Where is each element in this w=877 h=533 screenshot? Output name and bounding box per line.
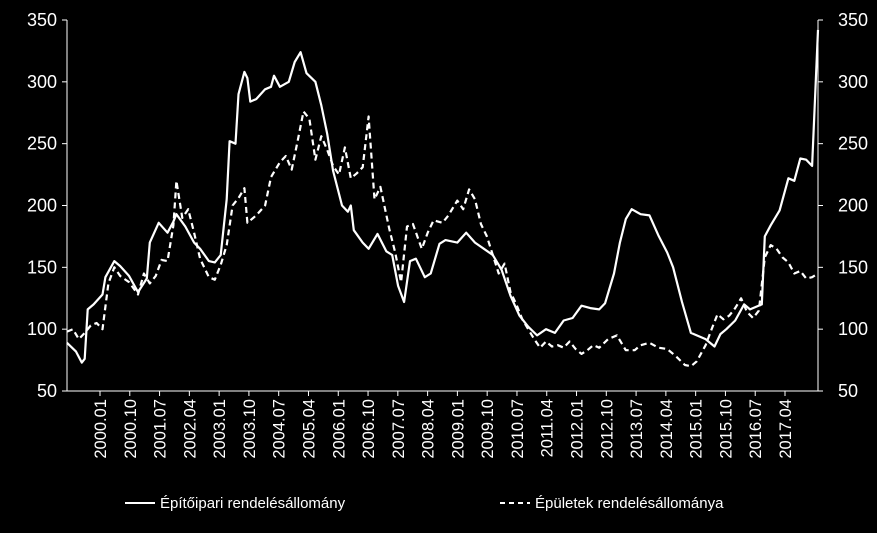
- series-layer: [66, 29, 820, 368]
- y-tick-label-right: 300: [838, 72, 868, 92]
- x-tick-label: 2009.10: [479, 399, 497, 459]
- x-tick-label: 2016.07: [747, 399, 765, 459]
- y-tick-label-right: 200: [838, 196, 868, 216]
- y-tick-label-right: 250: [838, 134, 868, 154]
- x-tick-label: 2000.01: [92, 399, 110, 459]
- x-tick-label: 2003.01: [211, 399, 229, 459]
- y-tick-label-right: 350: [838, 10, 868, 30]
- legend: Építőipari rendelésállomány Épületek ren…: [125, 495, 724, 512]
- y-axis-left-ticks: 50 100 150 200 250 300 350: [27, 10, 67, 401]
- y-tick-label-right: 50: [838, 381, 858, 401]
- legend-label-solid: Építőipari rendelésállomány: [160, 495, 346, 512]
- y-tick-label-right: 100: [838, 319, 868, 339]
- y-tick-label-left: 50: [37, 381, 57, 401]
- y-tick-label-left: 350: [27, 10, 57, 30]
- x-tick-label: 2001.07: [152, 399, 170, 459]
- x-tick-label: 2011.04: [539, 399, 557, 457]
- x-tick-label: 2014.04: [658, 399, 676, 459]
- y-tick-label-left: 150: [27, 257, 57, 277]
- y-tick-label-left: 250: [27, 134, 57, 154]
- y-tick-label-left: 100: [27, 319, 57, 339]
- x-tick-label: 2007.07: [390, 399, 408, 459]
- y-tick-label-right: 150: [838, 257, 868, 277]
- y-tick-label-left: 300: [27, 72, 57, 92]
- x-tick-label: 2013.07: [628, 399, 646, 459]
- x-tick-label: 2006.10: [360, 399, 378, 459]
- x-tick-label: 2017.04: [777, 399, 795, 459]
- x-tick-label: 2015.01: [688, 399, 706, 459]
- x-tick-label: 2015.10: [717, 399, 735, 459]
- series-line-solid: [66, 29, 820, 364]
- x-axis-ticks: 2000.01 2000.10 2001.07 2002.04 2003.01 2003.…: [92, 391, 795, 459]
- x-tick-label: 2002.04: [181, 399, 199, 459]
- x-tick-label: 2012.01: [569, 399, 587, 459]
- x-tick-label: 2004.07: [271, 399, 289, 459]
- series-line-dashed: [66, 110, 819, 368]
- x-tick-label: 2008.04: [420, 399, 438, 459]
- x-tick-label: 2005.04: [300, 399, 318, 459]
- x-tick-label: 2012.10: [598, 399, 616, 459]
- x-tick-label: 2009.01: [449, 399, 467, 459]
- legend-label-dashed: Épületek rendelésállománya: [535, 495, 724, 512]
- x-tick-label: 2003.10: [241, 399, 259, 459]
- x-tick-label: 2000.10: [122, 399, 140, 459]
- x-tick-label: 2006.01: [330, 399, 348, 459]
- y-tick-label-left: 200: [27, 196, 57, 216]
- x-tick-label: 2010.07: [509, 399, 527, 459]
- y-axis-right-ticks: 50 100 150 200 250 300 350: [818, 10, 868, 401]
